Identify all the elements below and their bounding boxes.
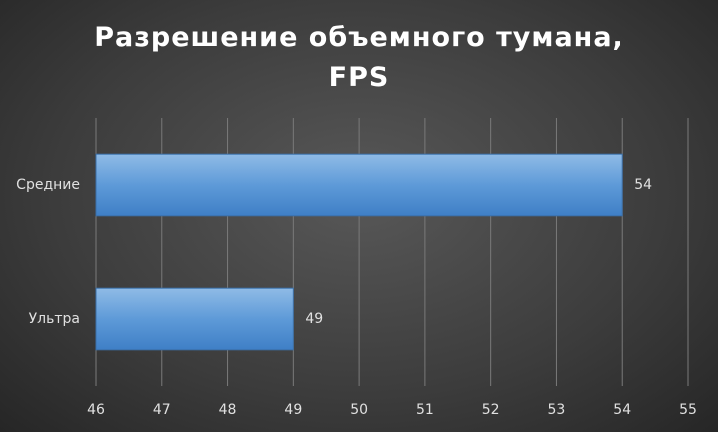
bar xyxy=(95,287,294,351)
x-tick-label: 49 xyxy=(284,402,302,418)
x-tick-label: 47 xyxy=(153,402,171,418)
y-tick-label: Ультра xyxy=(29,311,80,327)
y-tick-label: Средние xyxy=(16,177,80,193)
data-label: 54 xyxy=(634,177,652,193)
data-label: 49 xyxy=(305,311,323,327)
x-tick-label: 53 xyxy=(548,402,566,418)
x-tick-label: 51 xyxy=(416,402,434,418)
x-tick-label: 50 xyxy=(350,402,368,418)
x-tick-label: 48 xyxy=(219,402,237,418)
x-tick-label: 46 xyxy=(87,402,105,418)
bar xyxy=(95,153,623,217)
x-tick-label: 54 xyxy=(613,402,631,418)
chart-title: Разрешение объемного тумана, FPS xyxy=(94,22,624,93)
x-tick-label: 55 xyxy=(679,402,697,418)
x-tick-label: 52 xyxy=(482,402,500,418)
